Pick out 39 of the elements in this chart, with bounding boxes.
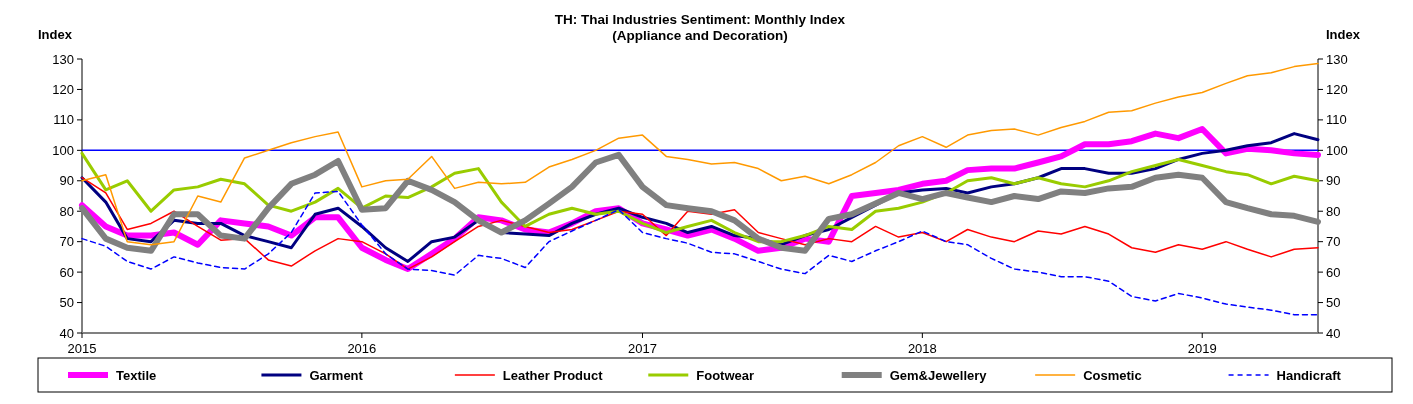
y2-tick-label: 80	[1326, 203, 1341, 219]
legend-label: Garment	[309, 367, 364, 383]
y-tick-label: 80	[59, 203, 74, 219]
y2-tick-label: 70	[1326, 234, 1341, 250]
y-axis-title: Index	[38, 27, 73, 42]
y2-tick-label: 100	[1326, 142, 1348, 158]
chart-title: TH: Thai Industries Sentiment: Monthly Index	[554, 12, 846, 27]
line-series	[81, 176, 1319, 270]
y-tick-label: 100	[52, 142, 74, 158]
x-tick-label: 2016	[347, 341, 377, 356]
x-tick-label: 2018	[907, 341, 937, 356]
y-tick-label: 50	[59, 295, 74, 311]
y-tick-label: 70	[59, 234, 74, 250]
legend-label: Leather Product	[502, 367, 604, 383]
legend-label: Textile	[116, 367, 157, 383]
legend-label: Handicraft	[1276, 367, 1342, 383]
legend-label: Gem&Jewellery	[889, 367, 988, 383]
y2-tick-label: 90	[1326, 173, 1341, 189]
y-tick-label: 40	[59, 325, 74, 341]
x-tick-label: 2019	[1187, 341, 1217, 356]
line-series	[81, 62, 1319, 246]
y-tick-label: 90	[59, 173, 74, 189]
legend-label: Footwear	[696, 367, 755, 383]
y-tick-label: 120	[52, 81, 74, 97]
chart-subtitle: (Appliance and Decoration)	[612, 28, 788, 43]
x-tick-label: 2015	[67, 341, 97, 356]
legend-label: Cosmetic	[1083, 367, 1142, 383]
y2-tick-label: 50	[1326, 295, 1341, 311]
x-tick-label: 2017	[628, 341, 657, 356]
y-tick-label: 130	[52, 51, 74, 67]
y2-tick-label: 60	[1326, 264, 1341, 280]
y2-tick-label: 120	[1326, 81, 1348, 97]
y2-tick-label: 110	[1326, 112, 1347, 128]
y2-axis-title: Index	[1326, 27, 1361, 42]
y2-tick-label: 130	[1326, 51, 1348, 67]
y2-tick-label: 40	[1326, 325, 1341, 341]
y-tick-label: 110	[53, 112, 74, 128]
y-tick-label: 60	[59, 264, 74, 280]
line-series	[81, 190, 1319, 316]
